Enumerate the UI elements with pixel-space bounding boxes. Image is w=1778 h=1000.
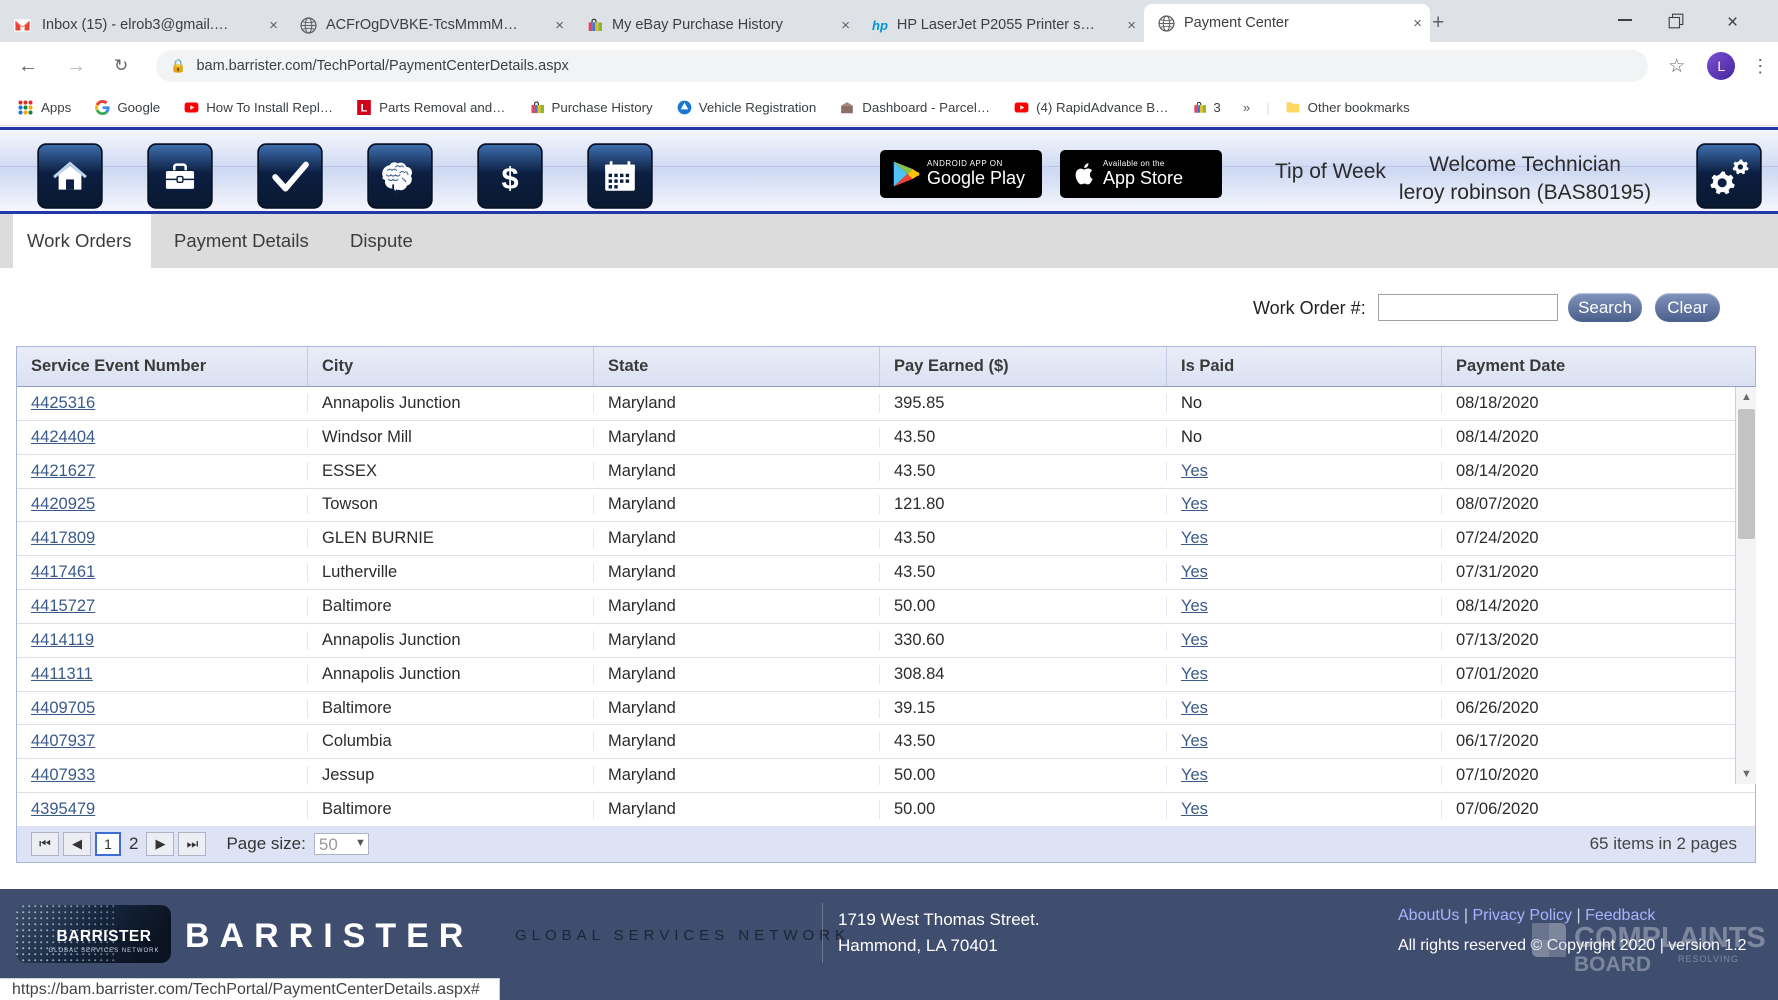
svg-text:BARRISTER: BARRISTER	[57, 928, 152, 945]
svg-text:COMPLAINTS: COMPLAINTS	[1574, 922, 1766, 954]
svg-text:$: $	[501, 161, 518, 196]
svg-text:L: L	[361, 103, 368, 115]
svg-text:BOARD: BOARD	[1574, 953, 1651, 976]
svg-text:GLOBAL SERVICES NETWORK: GLOBAL SERVICES NETWORK	[48, 948, 159, 954]
svg-text:RESOLVING: RESOLVING	[1678, 954, 1739, 964]
